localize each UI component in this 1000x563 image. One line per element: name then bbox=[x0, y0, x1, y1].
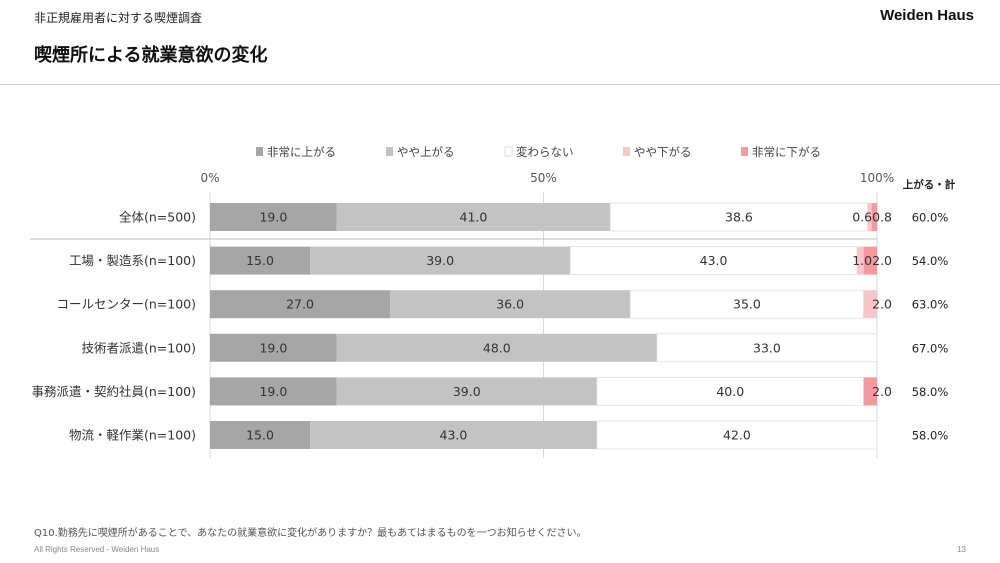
legend-label: 非常に下がる bbox=[752, 145, 821, 159]
bar-segment bbox=[596, 376, 865, 406]
bar-segment bbox=[863, 246, 877, 275]
bar-segment bbox=[863, 377, 877, 406]
x-tick-label: 100% bbox=[860, 171, 894, 185]
data-label: 39.0 bbox=[453, 384, 481, 399]
legend-label: 非常に上がる bbox=[267, 145, 336, 159]
bar-segment bbox=[336, 377, 597, 406]
bar-segment bbox=[569, 246, 858, 276]
header-divider bbox=[0, 84, 1000, 85]
bar-segment bbox=[210, 290, 391, 319]
data-label: 40.0 bbox=[716, 384, 744, 399]
bar-segment bbox=[629, 289, 865, 319]
total-value: 58.0% bbox=[912, 385, 949, 399]
data-label: 48.0 bbox=[483, 340, 511, 355]
data-label: 2.0 bbox=[872, 384, 892, 399]
bar-segment bbox=[336, 203, 611, 231]
page-number: 13 bbox=[957, 545, 966, 554]
data-label: 43.0 bbox=[440, 428, 468, 443]
bar-segment bbox=[596, 420, 878, 450]
category-label: 全体(n=500) bbox=[119, 210, 196, 225]
data-label: 15.0 bbox=[246, 428, 274, 443]
data-label: 0.60.8 bbox=[852, 210, 892, 225]
legend-swatch bbox=[741, 147, 748, 156]
data-label: 1.02.0 bbox=[852, 253, 892, 268]
bar-segment bbox=[210, 246, 311, 275]
data-label: 33.0 bbox=[753, 340, 781, 355]
question-text: Q10.勤務先に喫煙所があることで、あなたの就業意欲に変化がありますか？最もあて… bbox=[34, 528, 587, 539]
legend-swatch bbox=[256, 147, 263, 156]
bar-segment bbox=[310, 421, 597, 449]
total-value: 58.0% bbox=[912, 429, 949, 443]
category-label: 物流・軽作業(n=100) bbox=[69, 428, 196, 443]
data-label: 36.0 bbox=[496, 297, 524, 312]
category-label: コールセンター(n=100) bbox=[56, 297, 196, 312]
data-label: 27.0 bbox=[286, 297, 314, 312]
bar-segment bbox=[336, 333, 657, 362]
legend-label: やや上がる bbox=[397, 145, 455, 159]
data-label: 19.0 bbox=[259, 384, 287, 399]
total-value: 63.0% bbox=[912, 298, 949, 312]
legend-swatch bbox=[386, 147, 393, 156]
total-value: 54.0% bbox=[912, 254, 949, 268]
legend-swatch bbox=[623, 147, 630, 156]
brand-logo: Weiden Haus bbox=[880, 7, 974, 24]
category-label: 工場・製造系(n=100) bbox=[69, 253, 196, 268]
bar-segment bbox=[867, 203, 872, 231]
bar-segment bbox=[609, 202, 869, 232]
bar-segment bbox=[210, 203, 337, 231]
data-label: 42.0 bbox=[723, 428, 751, 443]
data-label: 35.0 bbox=[733, 297, 761, 312]
survey-subtitle: 非正規雇用者に対する喫煙調査 bbox=[34, 11, 203, 25]
total-value: 67.0% bbox=[912, 341, 949, 355]
data-label: 15.0 bbox=[246, 253, 274, 268]
page-title: 喫煙所による就業意欲の変化 bbox=[34, 45, 268, 66]
data-label: 2.0 bbox=[872, 297, 892, 312]
data-label: 43.0 bbox=[700, 253, 728, 268]
data-label: 19.0 bbox=[259, 340, 287, 355]
category-label: 技術者派遣(n=100) bbox=[81, 340, 196, 355]
data-label: 19.0 bbox=[259, 210, 287, 225]
legend-swatch bbox=[504, 146, 513, 157]
bar-segment bbox=[310, 246, 571, 275]
data-label: 39.0 bbox=[426, 253, 454, 268]
bar-segment bbox=[656, 333, 878, 363]
copyright: All Rights Reserved - Weiden Haus bbox=[34, 545, 160, 554]
category-label: 事務派遣・契約社員(n=100) bbox=[31, 384, 196, 399]
bar-segment bbox=[210, 377, 337, 406]
total-value: 60.0% bbox=[912, 211, 949, 225]
data-label: 38.6 bbox=[725, 210, 753, 225]
bar-segment bbox=[863, 290, 877, 319]
bar-segment bbox=[390, 290, 631, 319]
legend-label: 変わらない bbox=[516, 145, 574, 159]
x-tick-label: 50% bbox=[530, 171, 557, 185]
data-label: 41.0 bbox=[460, 210, 488, 225]
bar-segment bbox=[210, 333, 337, 362]
bar-segment bbox=[856, 246, 864, 275]
x-tick-label: 0% bbox=[200, 171, 219, 185]
bar-segment bbox=[871, 203, 877, 231]
bar-segment bbox=[210, 421, 311, 449]
legend-label: やや下がる bbox=[634, 145, 692, 159]
total-header: 上がる・計 bbox=[903, 178, 956, 191]
